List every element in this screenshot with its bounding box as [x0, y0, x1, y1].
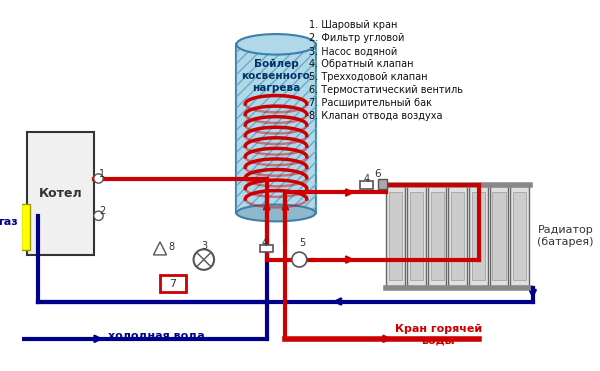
Text: 6. Термостатический вентиль: 6. Термостатический вентиль	[309, 85, 463, 95]
Text: холодная вода: холодная вода	[108, 330, 205, 340]
Polygon shape	[154, 242, 167, 255]
Bar	[361, 181, 373, 189]
Bar	[469, 185, 488, 288]
Circle shape	[94, 211, 103, 220]
Bar	[27, 132, 94, 255]
Text: 2. Фильтр угловой: 2. Фильтр угловой	[309, 33, 404, 43]
Bar	[260, 244, 273, 252]
Bar	[410, 193, 423, 280]
Text: 1: 1	[100, 169, 106, 179]
Text: 3. Насос водяной: 3. Насос водяной	[309, 46, 397, 56]
Bar	[451, 193, 464, 280]
Bar	[407, 185, 426, 288]
Bar	[448, 185, 467, 288]
Text: газ: газ	[0, 217, 17, 227]
Bar	[386, 185, 405, 288]
Text: 8. Клапан отвода воздуха: 8. Клапан отвода воздуха	[309, 111, 443, 121]
Text: 5: 5	[299, 238, 305, 248]
Bar	[431, 193, 443, 280]
Polygon shape	[236, 44, 316, 213]
Text: 1. Шаровый кран: 1. Шаровый кран	[309, 20, 397, 30]
Bar	[160, 275, 186, 292]
Text: 8: 8	[168, 243, 174, 253]
Text: 2: 2	[100, 206, 106, 216]
Text: Бойлер
косвенного
нагрева: Бойлер косвенного нагрева	[242, 59, 310, 93]
Text: 7. Расширительный бак: 7. Расширительный бак	[309, 98, 432, 108]
Text: 7: 7	[169, 279, 176, 289]
Bar	[428, 185, 446, 288]
Text: 6: 6	[375, 169, 382, 179]
Bar	[378, 180, 388, 189]
Bar	[493, 193, 506, 280]
Text: Котел: Котел	[38, 187, 82, 200]
Circle shape	[194, 249, 214, 270]
Bar	[510, 185, 529, 288]
Text: 4: 4	[262, 238, 268, 248]
Bar	[389, 193, 403, 280]
Bar	[472, 193, 485, 280]
Circle shape	[292, 252, 307, 267]
Bar	[21, 204, 29, 250]
Ellipse shape	[236, 204, 316, 221]
Circle shape	[94, 174, 103, 183]
Text: 4: 4	[364, 174, 370, 184]
Text: 4. Обратный клапан: 4. Обратный клапан	[309, 59, 413, 69]
Ellipse shape	[236, 34, 316, 55]
Text: 3: 3	[202, 241, 208, 250]
Bar	[513, 193, 526, 280]
Text: Радиатор
(батарея): Радиатор (батарея)	[538, 226, 594, 247]
Bar	[490, 185, 508, 288]
Text: Кран горячей
воды: Кран горячей воды	[395, 324, 482, 346]
Text: 5. Трехходовой клапан: 5. Трехходовой клапан	[309, 72, 428, 82]
